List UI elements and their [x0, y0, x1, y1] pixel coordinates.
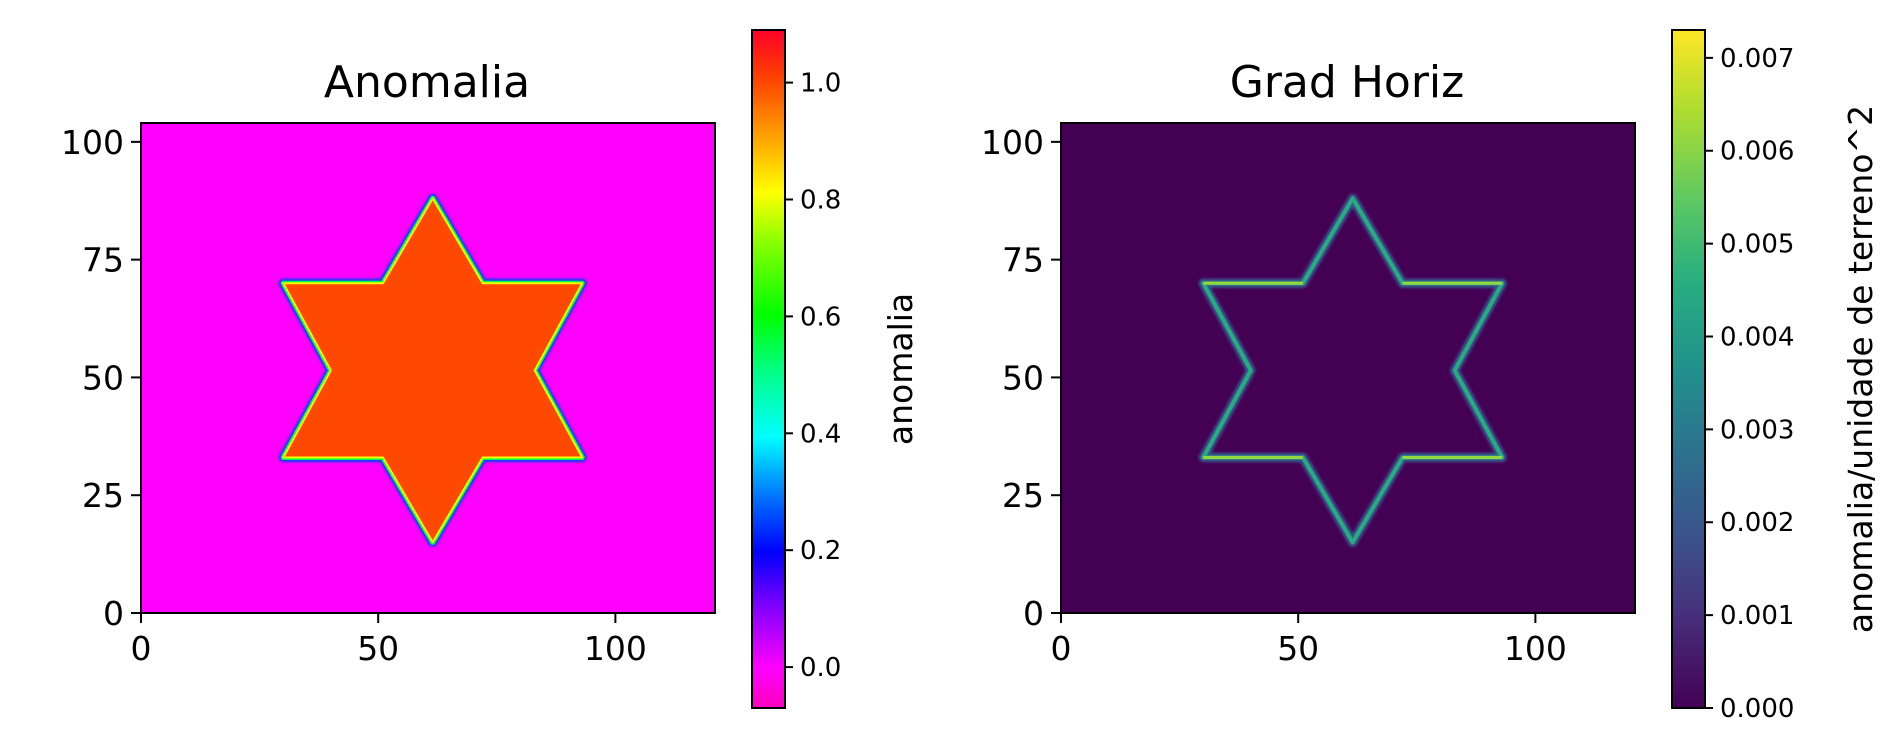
anomalia-colorbar-label: anomalia	[881, 293, 920, 445]
anomalia-axis-ticks: 0 50 100 0 25 50 75 100	[61, 123, 647, 668]
y-tick-label: 25	[1002, 476, 1044, 515]
anomalia-colorbar-frame	[751, 29, 786, 709]
anomalia-colorbar: 0.0 0.2 0.4 0.6 0.8 1.0 anomalia	[751, 29, 920, 709]
colorbar-tick-label: 0.6	[800, 302, 841, 332]
anomalia-panel: Anomalia 0 50 100 0 25 50 75 100	[61, 57, 716, 668]
colorbar-tick-label: 1.0	[800, 69, 841, 99]
colorbar-tick-label: 0.006	[1720, 137, 1794, 167]
anomalia-heatmap	[141, 123, 715, 613]
colorbar-tick-label: 0.000	[1720, 694, 1794, 724]
colorbar-tick-label: 0.004	[1720, 322, 1794, 352]
colorbar-tick-label: 0.002	[1720, 508, 1794, 538]
colorbar-tick-label: 0.2	[800, 536, 841, 566]
colorbar-tick-label: 0.4	[800, 419, 841, 449]
grad-horiz-colorbar-frame	[1671, 29, 1706, 709]
anomalia-axes-frame	[140, 122, 716, 614]
y-tick-label: 50	[1002, 358, 1044, 397]
grad-horiz-title: Grad Horiz	[1230, 57, 1464, 108]
y-tick-label: 0	[1023, 594, 1044, 633]
y-tick-label: 100	[981, 123, 1044, 162]
y-tick-label: 75	[82, 241, 124, 280]
grad-horiz-axis-ticks: 0 50 100 0 25 50 75 100	[981, 123, 1567, 668]
x-tick-label: 0	[1051, 629, 1072, 668]
x-tick-label: 100	[584, 629, 647, 668]
y-tick-label: 50	[82, 358, 124, 397]
star-shape	[282, 197, 584, 544]
x-tick-label: 50	[357, 629, 399, 668]
y-tick-label: 25	[82, 476, 124, 515]
grad-horiz-colorbar-gradient	[1672, 30, 1705, 708]
colorbar-tick-label: 0.007	[1720, 44, 1794, 74]
x-tick-label: 50	[1277, 629, 1319, 668]
colorbar-tick-label: 0.001	[1720, 601, 1794, 631]
grad-horiz-axes-frame	[1060, 122, 1636, 614]
anomalia-title: Anomalia	[324, 57, 530, 108]
colorbar-tick-label: 0.005	[1720, 230, 1794, 260]
colorbar-tick-label: 0.003	[1720, 415, 1794, 445]
x-tick-label: 0	[131, 629, 152, 668]
y-tick-label: 75	[1002, 241, 1044, 280]
grad-horiz-colorbar: 0.000 0.001 0.002 0.003 0.004 0.005 0.006 0.007…	[1671, 29, 1880, 724]
colorbar-tick-label: 0.0	[800, 653, 841, 683]
colorbar-tick-label: 0.8	[800, 186, 841, 216]
grad-horiz-heatmap	[1061, 123, 1635, 613]
anomalia-colorbar-gradient	[752, 30, 785, 708]
star-gradient-edge	[1201, 196, 1505, 545]
x-tick-label: 100	[1504, 629, 1567, 668]
grad-horiz-colorbar-label: anomalia/unidade de terreno^2	[1841, 105, 1880, 633]
y-tick-label: 100	[61, 123, 124, 162]
y-tick-label: 0	[103, 594, 124, 633]
grad-horiz-panel: Grad Horiz 0 50 100 0 25 50 75 100	[981, 57, 1636, 668]
